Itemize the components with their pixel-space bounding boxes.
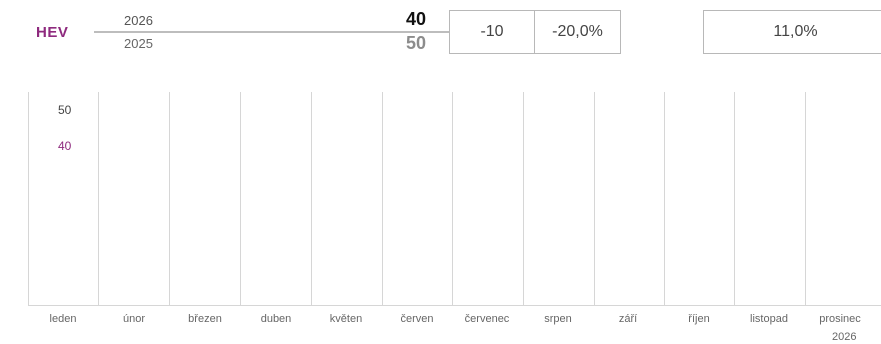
month-label: duben	[260, 313, 292, 325]
grid-line	[594, 92, 595, 306]
share-percent-box: 11,0%	[703, 10, 881, 54]
month-label: listopad	[750, 313, 788, 325]
month-label: červen	[400, 313, 434, 325]
grid-line	[805, 92, 806, 306]
y-label-previous: 50	[58, 103, 72, 117]
previous-year-label: 2025	[124, 36, 153, 51]
current-year-label: 2026	[124, 13, 153, 28]
monthly-chart	[28, 92, 881, 306]
chart-baseline	[28, 305, 881, 306]
month-label: prosinec	[819, 313, 861, 325]
grid-line	[734, 92, 735, 306]
header-divider	[94, 31, 450, 33]
previous-value: 50	[405, 33, 426, 53]
difference-box: -10	[449, 10, 535, 54]
current-value: 40	[405, 9, 426, 29]
grid-line	[98, 92, 99, 306]
month-label: květen	[329, 313, 363, 325]
grid-line	[28, 92, 29, 306]
month-label: červenec	[464, 313, 510, 325]
month-label: říjen	[688, 313, 710, 325]
grid-line	[311, 92, 312, 306]
grid-line	[523, 92, 524, 306]
grid-line	[452, 92, 453, 306]
grid-line	[664, 92, 665, 306]
month-label: září	[618, 313, 638, 325]
grid-line	[240, 92, 241, 306]
month-label: srpen	[544, 313, 572, 325]
month-label: únor	[122, 313, 146, 325]
month-label: březen	[188, 313, 222, 325]
chart-year-label: 2026	[832, 331, 857, 343]
y-label-current: 40	[58, 139, 72, 153]
grid-line	[169, 92, 170, 306]
month-label: leden	[49, 313, 77, 325]
change-percent-box: -20,0%	[534, 10, 621, 54]
category-label: HEV	[36, 24, 69, 41]
grid-line	[382, 92, 383, 306]
